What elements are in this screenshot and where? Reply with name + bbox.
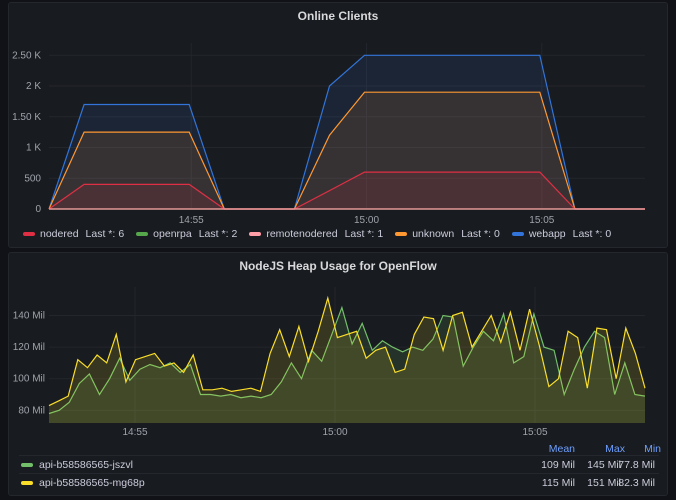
y-tick-label: 2 K <box>26 81 41 92</box>
x-tick-label: 14:55 <box>179 215 204 226</box>
legend-item-remotenodered[interactable]: remotenodered Last *: 1 <box>249 228 383 240</box>
legend-last-label: Last *: <box>572 228 603 240</box>
x-tick-label: 14:55 <box>122 427 147 438</box>
y-tick-label: 140 Mil <box>13 310 45 321</box>
online-clients-panel: Online Clients 0 500 1 K 1.50 K 2 K 2.50 K 14:… <box>8 2 668 248</box>
series-line[interactable] <box>48 305 646 415</box>
legend-last-value: 2 <box>231 228 238 240</box>
legend-series-name: remotenodered <box>266 228 338 240</box>
legend-last-label: Last *: <box>461 228 491 240</box>
legend-series-name[interactable]: api-b58586565-jszvl <box>21 459 133 471</box>
series-color-swatch <box>21 481 33 485</box>
legend-series-name[interactable]: api-b58586565-mg68p <box>21 477 145 489</box>
x-tick-label: 15:00 <box>354 215 379 226</box>
legend-series-name: unknown <box>412 228 455 240</box>
column-header-min[interactable]: Min <box>644 443 661 455</box>
series-line[interactable] <box>48 295 646 407</box>
legend-last-label: Last *: <box>85 228 116 240</box>
heap-usage-panel: NodeJS Heap Usage for OpenFlow 80 Mil 100… <box>8 252 668 496</box>
legend-item-webapp[interactable]: webapp Last *: 0 <box>511 228 612 240</box>
min-value: 82.3 Mil <box>618 477 655 489</box>
legend-last-value: 0 <box>605 228 612 240</box>
column-header-mean[interactable]: Mean <box>548 443 575 455</box>
legend-last-label: Last *: <box>198 228 229 240</box>
y-tick-label: 80 Mil <box>18 405 45 416</box>
legend-series-name: nodered <box>40 228 79 240</box>
panel-title[interactable]: NodeJS Heap Usage for OpenFlow <box>239 259 437 273</box>
legend-series-name: webapp <box>528 228 566 240</box>
panel-title[interactable]: Online Clients <box>297 9 379 23</box>
y-tick-label: 120 Mil <box>13 342 45 353</box>
mean-value: 109 Mil <box>541 459 575 471</box>
x-tick-label: 15:05 <box>522 427 547 438</box>
series-area-webapp <box>49 55 645 209</box>
column-header-max[interactable]: Max <box>605 443 625 455</box>
y-tick-label: 1 K <box>26 143 41 154</box>
series-line-nodered[interactable] <box>48 171 645 210</box>
series-color-swatch <box>249 232 262 236</box>
series-area <box>49 307 645 423</box>
y-tick-label: 1.50 K <box>12 112 41 123</box>
legend-last-label: Last *: <box>344 228 375 240</box>
series-color-swatch <box>21 463 33 467</box>
series-area-nodered <box>49 172 645 209</box>
legend-row[interactable]: api-b58586565-mg68p 115 Mil 151 Mil 82.3… <box>19 473 659 492</box>
mean-value: 115 Mil <box>541 477 575 489</box>
min-value: 77.8 Mil <box>618 459 655 471</box>
legend-row[interactable]: api-b58586565-jszvl 109 Mil 145 Mil 77.8… <box>19 455 659 474</box>
max-value: 151 Mil <box>587 477 621 489</box>
series-color-swatch <box>511 232 524 236</box>
x-tick-label: 15:05 <box>529 215 554 226</box>
y-tick-label: 500 <box>24 173 41 184</box>
legend-last-value: 6 <box>118 228 125 240</box>
series-label: api-b58586565-mg68p <box>39 477 145 489</box>
x-tick-label: 15:00 <box>322 427 347 438</box>
legend-last-value: 0 <box>494 228 500 240</box>
online-clients-chart[interactable]: 0 500 1 K 1.50 K 2 K 2.50 K 14:55 15:00 15:05 <box>9 3 669 249</box>
legend-item-nodered[interactable]: nodered Last *: 6 <box>23 228 124 240</box>
heap-usage-chart[interactable]: 80 Mil 100 Mil 120 Mil 140 Mil 14:55 15:00 15:… <box>9 253 669 497</box>
legend-item-unknown[interactable]: unknown Last *: 0 <box>395 228 500 240</box>
max-value: 145 Mil <box>587 459 621 471</box>
series-line-webapp[interactable] <box>48 54 645 210</box>
chart-legend: nodered Last *: 6 openrpa Last *: 2 remotenode… <box>23 228 611 240</box>
series-area-unknown <box>49 92 645 209</box>
legend-series-name: openrpa <box>153 228 192 240</box>
series-color-swatch <box>395 232 408 236</box>
series-label: api-b58586565-jszvl <box>39 459 133 471</box>
y-tick-label: 0 <box>35 204 41 215</box>
legend-item-openrpa[interactable]: openrpa Last *: 2 <box>136 228 237 240</box>
y-tick-label: 2.50 K <box>12 50 41 61</box>
series-line-unknown[interactable] <box>48 91 645 210</box>
legend-last-value: 1 <box>377 228 384 240</box>
series-color-swatch <box>136 232 149 236</box>
y-tick-label: 100 Mil <box>13 374 45 385</box>
series-color-swatch <box>23 232 35 236</box>
